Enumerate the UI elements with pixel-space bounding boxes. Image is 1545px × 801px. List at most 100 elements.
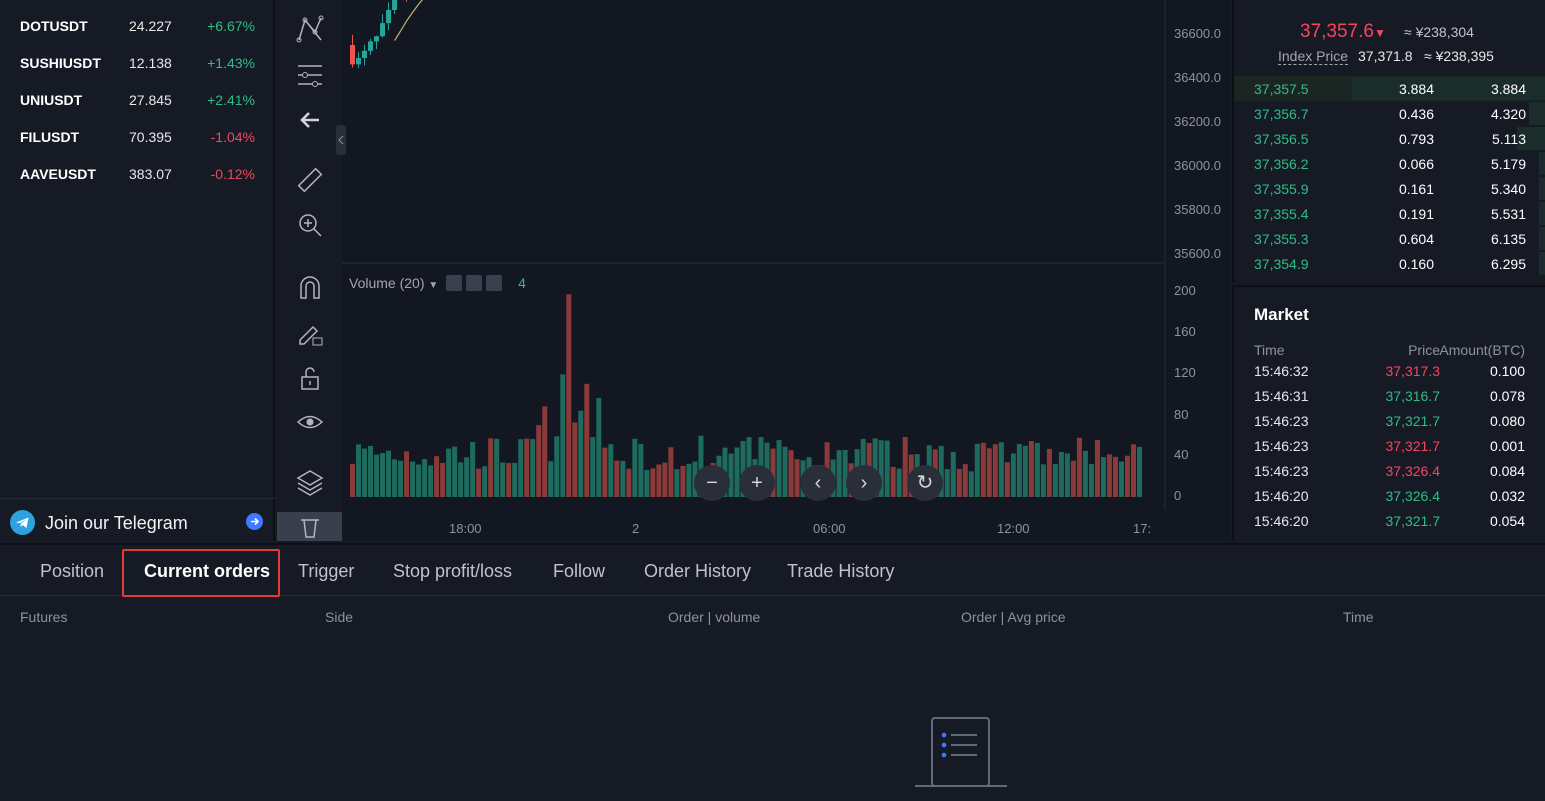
column-side: Side — [325, 609, 354, 625]
watchlist-item[interactable]: FILUSDT 70.395 -1.04% — [0, 119, 275, 156]
tab-stop-profit-loss[interactable]: Stop profit/loss — [393, 561, 513, 581]
candle-body — [386, 9, 392, 24]
bid-row[interactable]: 37,356.2 0.066 5.179 — [1234, 151, 1545, 176]
tab-order-history[interactable]: Order History — [644, 561, 752, 581]
tab-position[interactable]: Position — [40, 561, 105, 581]
bid-row[interactable]: 37,357.5 3.884 3.884 — [1234, 76, 1545, 101]
column-futures: Futures — [20, 609, 68, 625]
volume-bar — [434, 456, 440, 497]
trade-amount: 0.054 — [1489, 513, 1525, 529]
volume-bar — [1112, 456, 1118, 497]
trade-row: 15:46:23 37,321.7 0.080 — [1234, 409, 1545, 434]
caret-down-icon[interactable]: ▼ — [428, 280, 439, 291]
depth-bar — [1539, 202, 1545, 225]
visibility-icon[interactable] — [446, 275, 463, 291]
watchlist-item[interactable]: AAVEUSDT 383.07 -0.12% — [0, 156, 275, 193]
volume-bar — [902, 437, 908, 497]
close-icon[interactable] — [486, 275, 503, 291]
trade-time: 15:46:23 — [1254, 438, 1309, 454]
zoom-in-button[interactable]: + — [739, 465, 775, 501]
trade-row: 15:46:31 37,316.7 0.078 — [1234, 384, 1545, 409]
collapse-toolbar-button[interactable] — [336, 125, 346, 155]
volume-tick-label: 80 — [1174, 407, 1188, 422]
scroll-left-button[interactable]: ‹ — [800, 465, 836, 501]
volume-bar — [386, 450, 392, 497]
volume-bar — [1076, 437, 1082, 497]
volume-bar — [1106, 454, 1112, 497]
volume-bar — [452, 446, 458, 497]
tab-trade-history[interactable]: Trade History — [787, 561, 895, 581]
volume-bar — [962, 464, 968, 497]
volume-bar — [998, 442, 1004, 497]
volume-label[interactable]: Volume (20) — [349, 275, 425, 291]
candle-body — [356, 58, 362, 65]
volume-bar — [566, 294, 572, 497]
arrow-left-icon[interactable] — [295, 105, 325, 135]
candle-body — [350, 45, 355, 65]
arrow-right-icon[interactable] — [246, 513, 263, 530]
unlock-icon[interactable] — [295, 363, 325, 393]
active-tab-highlight — [122, 549, 280, 597]
lock-drawing-icon[interactable] — [295, 318, 325, 348]
bid-row[interactable]: 37,356.7 0.436 4.320 — [1234, 101, 1545, 126]
volume-bar — [1136, 446, 1142, 497]
price: 24.227 — [129, 18, 172, 34]
trash-button[interactable] — [277, 512, 342, 541]
depth-bar — [1539, 152, 1545, 175]
zoom-in-icon[interactable] — [295, 210, 325, 240]
bid-row[interactable]: 37,354.9 0.160 6.295 — [1234, 251, 1545, 276]
symbol: AAVEUSDT — [20, 166, 96, 182]
volume-value: 4 — [518, 275, 526, 291]
zoom-out-button[interactable]: − — [694, 465, 730, 501]
price-chart[interactable]: 36600.0 36400.0 36200.0 36000.0 35800.0 35600… — [277, 0, 1230, 541]
bid-total: 6.295 — [1490, 256, 1526, 272]
eye-icon[interactable] — [295, 407, 325, 437]
tab-follow[interactable]: Follow — [553, 561, 606, 581]
volume-bar — [416, 464, 422, 497]
scroll-right-button[interactable]: › — [846, 465, 882, 501]
trade-amount: 0.078 — [1489, 388, 1525, 404]
volume-bar — [356, 444, 362, 497]
tab-current-orders[interactable]: Current orders — [144, 561, 271, 581]
volume-bar — [776, 440, 782, 497]
bid-amount: 0.161 — [1398, 181, 1434, 197]
volume-bar — [350, 463, 355, 497]
bid-row[interactable]: 37,355.3 0.604 6.135 — [1234, 226, 1545, 251]
layers-icon[interactable] — [295, 467, 325, 497]
index-price-label[interactable]: Index Price — [1278, 48, 1349, 65]
bid-row[interactable]: 37,355.9 0.161 5.340 — [1234, 176, 1545, 201]
bid-price: 37,354.9 — [1254, 256, 1309, 272]
settings-icon[interactable] — [466, 275, 483, 291]
price-tick-label: 35600.0 — [1174, 246, 1221, 261]
volume-bar — [1040, 464, 1046, 497]
reset-chart-button[interactable]: ↻ — [907, 465, 943, 501]
volume-bar — [1064, 453, 1070, 497]
trade-row: 15:46:32 37,317.3 0.100 — [1234, 359, 1545, 384]
volume-bar — [482, 466, 488, 497]
volume-bar — [650, 468, 656, 497]
volume-bar — [1082, 450, 1088, 497]
watchlist-item[interactable]: SUSHIUSDT 12.138 +1.43% — [0, 45, 275, 82]
volume-bar — [470, 441, 476, 497]
bid-row[interactable]: 37,355.4 0.191 5.531 — [1234, 201, 1545, 226]
tab-trigger[interactable]: Trigger — [298, 561, 355, 581]
ruler-icon[interactable] — [295, 165, 325, 195]
chart-canvas[interactable]: 36600.0 36400.0 36200.0 36000.0 35800.0 35600… — [277, 0, 1230, 541]
volume-bar — [788, 450, 794, 497]
volume-bar — [524, 438, 530, 497]
volume-bar — [782, 446, 788, 497]
watchlist-item[interactable]: UNIUSDT 27.845 +2.41% — [0, 82, 275, 119]
telegram-banner[interactable]: Join our Telegram — [0, 498, 275, 541]
watchlist-item[interactable]: DOTUSDT 24.227 +6.67% — [0, 8, 275, 45]
volume-bar — [410, 461, 416, 497]
volume-bar — [1010, 453, 1016, 497]
fib-tool-icon[interactable] — [295, 60, 325, 90]
bid-price: 37,357.5 — [1254, 81, 1309, 97]
magnet-icon[interactable] — [295, 272, 325, 302]
volume-bar — [518, 439, 524, 497]
volume-bar — [398, 460, 404, 497]
empty-list-icon — [915, 717, 1007, 787]
volume-bar — [404, 451, 410, 497]
pattern-tool-icon[interactable] — [295, 14, 325, 44]
bid-row[interactable]: 37,356.5 0.793 5.113 — [1234, 126, 1545, 151]
